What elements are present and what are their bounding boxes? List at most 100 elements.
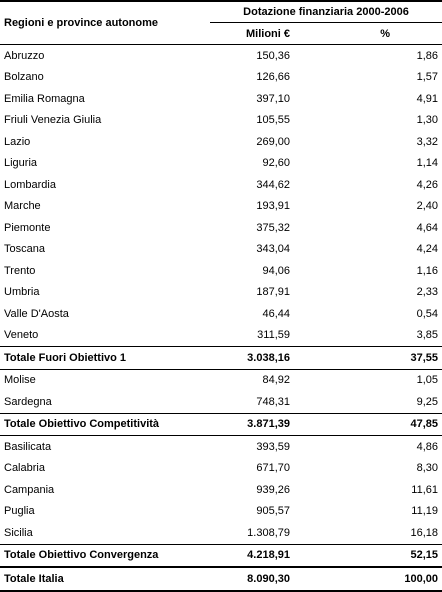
millions-value-cell: 939,26 [256, 483, 290, 496]
table-row: Campania 939,26 11,61 [0, 479, 442, 501]
table-row: Abruzzo 150,36 1,86 [0, 45, 442, 67]
region-name-cell: Valle D'Aosta [4, 307, 69, 320]
millions-value-cell: 3.871,39 [247, 418, 290, 431]
percent-value-cell: 4,86 [416, 440, 438, 453]
millions-value-cell: 905,57 [256, 505, 290, 518]
millions-value-cell: 193,91 [256, 200, 290, 213]
millions-value-cell: 4.218,91 [247, 549, 290, 562]
percent-value-cell: 9,25 [416, 395, 438, 408]
millions-value-cell: 3.038,16 [247, 351, 290, 364]
region-name-cell: Sicilia [4, 526, 33, 539]
millions-value-cell: 1.308,79 [247, 526, 290, 539]
millions-value-cell: 84,92 [262, 374, 290, 387]
total-row: Totale Obiettivo Convergenza 4.218,91 52,1… [0, 543, 442, 567]
millions-value-cell: 150,36 [256, 49, 290, 62]
percent-value-cell: 16,18 [410, 526, 438, 539]
region-name-cell: Sardegna [4, 395, 52, 408]
region-name-cell: Marche [4, 200, 41, 213]
table-row: Friuli Venezia Giulia 105,55 1,30 [0, 110, 442, 132]
percent-value-cell: 100,00 [404, 572, 438, 585]
total-row: Totale Fuori Obiettivo 1 3.038,16 37,55 [0, 346, 442, 370]
region-name-cell: Campania [4, 483, 55, 496]
region-name-cell: Emilia Romagna [4, 92, 85, 105]
table-header: Regioni e province autonome Dotazione fi… [0, 0, 442, 45]
millions-value-cell: 748,31 [256, 395, 290, 408]
total-row: Totale Italia 8.090,30 100,00 [0, 567, 442, 592]
table-row: Calabria 671,70 8,30 [0, 458, 442, 480]
region-name-cell: Bolzano [4, 71, 44, 84]
millions-value-cell: 344,62 [256, 178, 290, 191]
region-name-cell: Piemonte [4, 221, 51, 234]
region-name-cell: Veneto [4, 329, 39, 342]
percent-value-cell: 52,15 [410, 549, 438, 562]
region-name-cell: Calabria [4, 462, 45, 475]
percent-value-cell: 2,33 [416, 286, 438, 299]
table-row: Valle D'Aosta 46,44 0,54 [0, 303, 442, 325]
table-row: Veneto 311,59 3,85 [0, 325, 442, 347]
millions-value-cell: 375,32 [256, 221, 290, 234]
region-name-cell: Friuli Venezia Giulia [4, 114, 102, 127]
percent-value-cell: 4,64 [416, 221, 438, 234]
table-row: Liguria 92,60 1,14 [0, 153, 442, 175]
millions-value-cell: 397,10 [256, 92, 290, 105]
percent-value-cell: 8,30 [416, 462, 438, 475]
millions-value-cell: 126,66 [256, 71, 290, 84]
table-row: Molise 84,92 1,05 [0, 370, 442, 392]
region-name-cell: Totale Italia [4, 572, 64, 585]
percent-value-cell: 2,40 [416, 200, 438, 213]
millions-value-cell: 343,04 [256, 243, 290, 256]
millions-value-cell: 105,55 [256, 114, 290, 127]
region-name-cell: Umbria [4, 286, 40, 299]
region-name-cell: Toscana [4, 243, 45, 256]
percent-value-cell: 1,86 [416, 49, 438, 62]
percent-value-cell: 1,16 [416, 264, 438, 277]
table-row: Sardegna 748,31 9,25 [0, 391, 442, 413]
region-name-cell: Totale Fuori Obiettivo 1 [4, 351, 127, 364]
table-row: Sicilia 1.308,79 16,18 [0, 522, 442, 544]
percent-value-cell: 1,30 [416, 114, 438, 127]
table-row: Lazio 269,00 3,32 [0, 131, 442, 153]
percent-value-cell: 1,05 [416, 374, 438, 387]
millions-value-cell: 393,59 [256, 440, 290, 453]
millions-value-cell: 671,70 [256, 462, 290, 475]
region-column-header: Regioni e province autonome [4, 17, 159, 29]
table-row: Marche 193,91 2,40 [0, 196, 442, 218]
percent-value-cell: 4,91 [416, 92, 438, 105]
table-row: Emilia Romagna 397,10 4,91 [0, 88, 442, 110]
percent-value-cell: 47,85 [410, 418, 438, 431]
millions-value-cell: 187,91 [256, 286, 290, 299]
percent-value-cell: 3,32 [416, 135, 438, 148]
millions-value-cell: 46,44 [262, 307, 290, 320]
percent-value-cell: 37,55 [410, 351, 438, 364]
millions-value-cell: 269,00 [256, 135, 290, 148]
total-row: Totale Obiettivo Competitività 3.871,39 47… [0, 412, 442, 436]
region-name-cell: Basilicata [4, 440, 52, 453]
region-name-cell: Liguria [4, 157, 38, 170]
percent-value-cell: 1,14 [416, 157, 438, 170]
millions-value-cell: 94,06 [262, 264, 290, 277]
table-row: Umbria 187,91 2,33 [0, 282, 442, 304]
table-body: Abruzzo 150,36 1,86 Bolzano 126,66 1,57 Emilia… [0, 45, 442, 592]
table-row: Lombardia 344,62 4,26 [0, 174, 442, 196]
table-row: Basilicata 393,59 4,86 [0, 436, 442, 458]
region-name-cell: Puglia [4, 505, 35, 518]
percent-value-cell: 4,26 [416, 178, 438, 191]
millions-column-header: Milioni € [246, 27, 290, 40]
percent-column-header: % [380, 27, 390, 40]
percent-value-cell: 4,24 [416, 243, 438, 256]
region-name-cell: Totale Obiettivo Competitività [4, 418, 160, 431]
percent-value-cell: 0,54 [416, 307, 438, 320]
allocation-group-header: Dotazione finanziaria 2000-2006 [210, 2, 442, 23]
table-row: Piemonte 375,32 4,64 [0, 217, 442, 239]
region-name-cell: Trento [4, 264, 36, 277]
table-row: Toscana 343,04 4,24 [0, 239, 442, 261]
region-name-cell: Molise [4, 374, 36, 387]
region-name-cell: Abruzzo [4, 49, 45, 62]
percent-value-cell: 11,61 [411, 483, 438, 496]
percent-value-cell: 1,57 [416, 71, 438, 84]
table-row: Bolzano 126,66 1,57 [0, 67, 442, 89]
percent-value-cell: 3,85 [416, 329, 438, 342]
region-name-cell: Lazio [4, 135, 31, 148]
table-row: Puglia 905,57 11,19 [0, 501, 442, 523]
